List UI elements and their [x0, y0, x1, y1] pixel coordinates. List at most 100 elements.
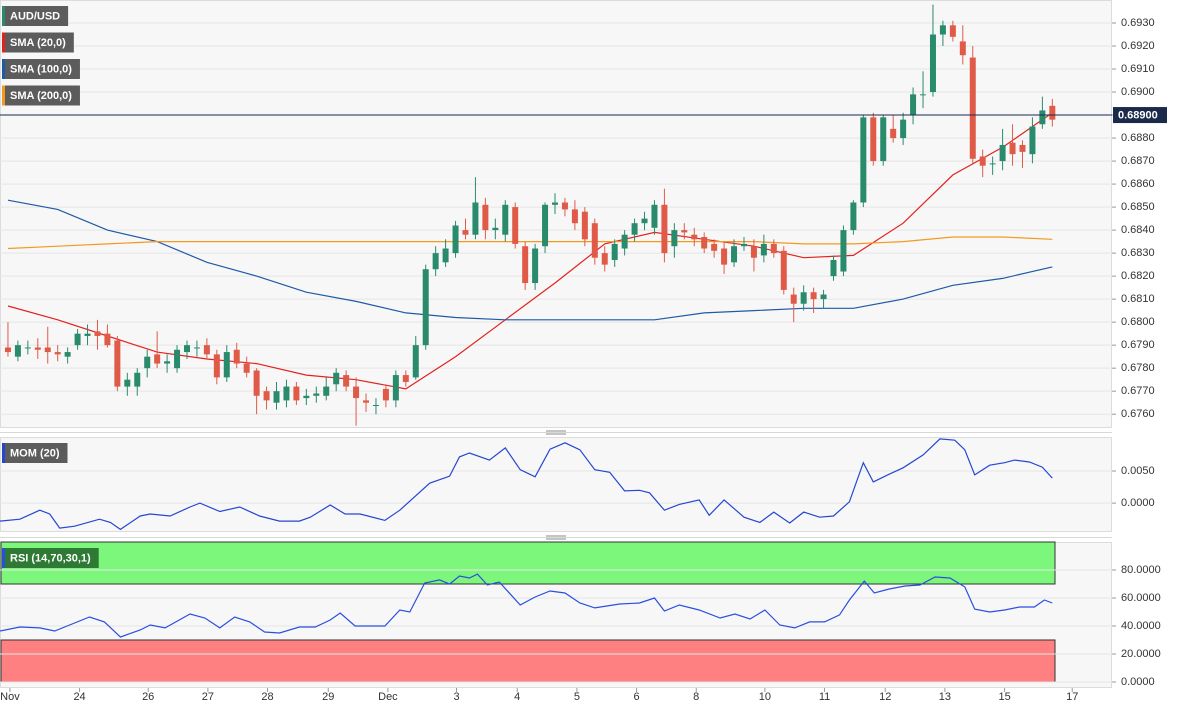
- candle-body: [770, 243, 777, 254]
- x-tick-label: Dec: [378, 691, 398, 703]
- x-tick-label: Nov: [0, 691, 20, 703]
- candle-body: [333, 372, 340, 385]
- candle-body: [432, 253, 439, 270]
- rsi-band: [0, 541, 1056, 585]
- candle-body: [641, 218, 648, 224]
- x-tick-label: 11: [819, 691, 830, 703]
- candle-body: [412, 345, 419, 378]
- candle-body: [850, 202, 857, 231]
- candle-body: [571, 209, 578, 224]
- candle-body: [402, 375, 409, 382]
- candle-body: [74, 333, 81, 346]
- legend-label: RSI (14,70,30,1): [10, 552, 91, 564]
- y-tick-label: 0.6840: [1121, 224, 1155, 236]
- candle-body: [452, 225, 459, 254]
- line-series: [0, 573, 1053, 638]
- legend-label: SMA (20,0): [10, 37, 66, 49]
- candle-body: [979, 156, 986, 166]
- candle-body: [303, 395, 310, 399]
- candle-body: [482, 204, 489, 231]
- candle-body: [492, 227, 499, 231]
- y-tick-label: 0.6870: [1121, 155, 1155, 167]
- candle-body: [860, 117, 867, 203]
- x-tick-label: 12: [879, 691, 891, 703]
- candle-body: [84, 333, 91, 336]
- legend-box: [2, 6, 69, 26]
- candle-body: [114, 340, 121, 387]
- legend-swatch: [2, 32, 5, 53]
- legend-swatch: [2, 59, 5, 79]
- line-series: [7, 112, 1053, 390]
- y-tick-label: 20.0000: [1121, 648, 1161, 660]
- candle-body: [183, 345, 190, 353]
- x-tick-label: 24: [73, 691, 85, 703]
- candle-body: [203, 345, 210, 355]
- legend-label: SMA (100,0): [10, 63, 72, 75]
- legend-box: [2, 59, 80, 79]
- candle-body: [959, 41, 966, 56]
- legend-box: [2, 443, 68, 463]
- candle-body: [223, 352, 230, 378]
- candle-body: [611, 243, 618, 261]
- candle-body: [542, 204, 549, 247]
- legend-swatch: [2, 443, 5, 463]
- candle-body: [472, 202, 479, 235]
- x-tick-label: 27: [202, 691, 214, 703]
- candle-body: [462, 230, 469, 235]
- candle-body: [830, 260, 837, 277]
- candle-body: [353, 386, 360, 399]
- line-series: [7, 236, 1053, 250]
- legend-box: [2, 548, 99, 568]
- candle-body: [949, 25, 956, 37]
- candle-body: [671, 230, 678, 247]
- candle-body: [382, 388, 389, 401]
- legend-label: MOM (20): [10, 447, 60, 459]
- last-price-box: [1113, 107, 1167, 124]
- panel-separators: [0, 430, 1112, 540]
- legend-box: [2, 32, 74, 53]
- candle-body: [721, 248, 728, 265]
- candle-body: [64, 352, 71, 357]
- candle-body: [243, 363, 250, 373]
- candle-body: [4, 347, 11, 353]
- candle-body: [512, 207, 519, 244]
- y-tick-label: 0.6800: [1121, 316, 1155, 328]
- candle-body: [1049, 105, 1056, 120]
- candle-body: [1009, 142, 1016, 155]
- legend-swatch: [2, 6, 5, 26]
- candle-body: [1039, 110, 1046, 125]
- x-tick-label: 8: [693, 691, 699, 703]
- x-tick-label: 26: [142, 691, 154, 703]
- candle-body: [363, 400, 370, 403]
- candle-body: [681, 230, 688, 233]
- candle-body: [920, 94, 927, 96]
- candle-body: [750, 246, 757, 258]
- candle-body: [552, 202, 559, 205]
- y-tick-label: 0.6830: [1121, 247, 1155, 259]
- candle-body: [631, 223, 638, 235]
- candle-body: [372, 404, 379, 406]
- y-tick-label: 80.0000: [1121, 564, 1161, 576]
- candle-body: [621, 234, 628, 249]
- candle-body: [800, 292, 807, 304]
- candle-body: [323, 386, 330, 396]
- candle-body: [14, 345, 21, 357]
- candle-body: [870, 117, 877, 162]
- candle-body: [740, 243, 747, 247]
- candle-body: [134, 372, 141, 387]
- candle-body: [293, 386, 300, 401]
- candle-body: [591, 223, 598, 258]
- y-tick-label: 60.0000: [1121, 592, 1161, 604]
- x-tick-label: 6: [634, 691, 640, 703]
- x-tick-label: 29: [322, 691, 334, 703]
- candle-body: [502, 204, 509, 235]
- candle-body: [532, 248, 539, 284]
- candle-body: [174, 349, 181, 369]
- candle-body: [422, 269, 429, 346]
- candle-body: [999, 144, 1006, 162]
- legend-label: AUD/USD: [10, 10, 60, 22]
- candle-body: [601, 253, 608, 265]
- candle-body: [283, 386, 290, 401]
